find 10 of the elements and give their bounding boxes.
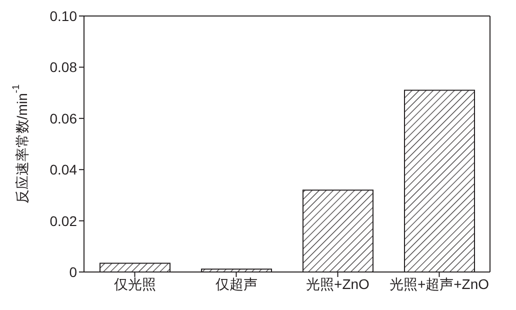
y-tick-label: 0.02 bbox=[50, 212, 78, 229]
x-tick-label: 光照+ZnO bbox=[306, 276, 370, 292]
y-tick-label: 0.04 bbox=[50, 162, 78, 178]
y-tick-label: 0.08 bbox=[50, 59, 78, 76]
x-tick-label: 仅超声 bbox=[215, 276, 258, 292]
y-tick-label: 0 bbox=[69, 264, 78, 280]
y-tick-label: 0.10 bbox=[50, 8, 78, 24]
x-tick-label: 仅光照 bbox=[114, 276, 156, 292]
x-tick-label: 光照+超声+ZnO bbox=[389, 276, 490, 292]
y-tick-label: 0.06 bbox=[50, 110, 78, 126]
